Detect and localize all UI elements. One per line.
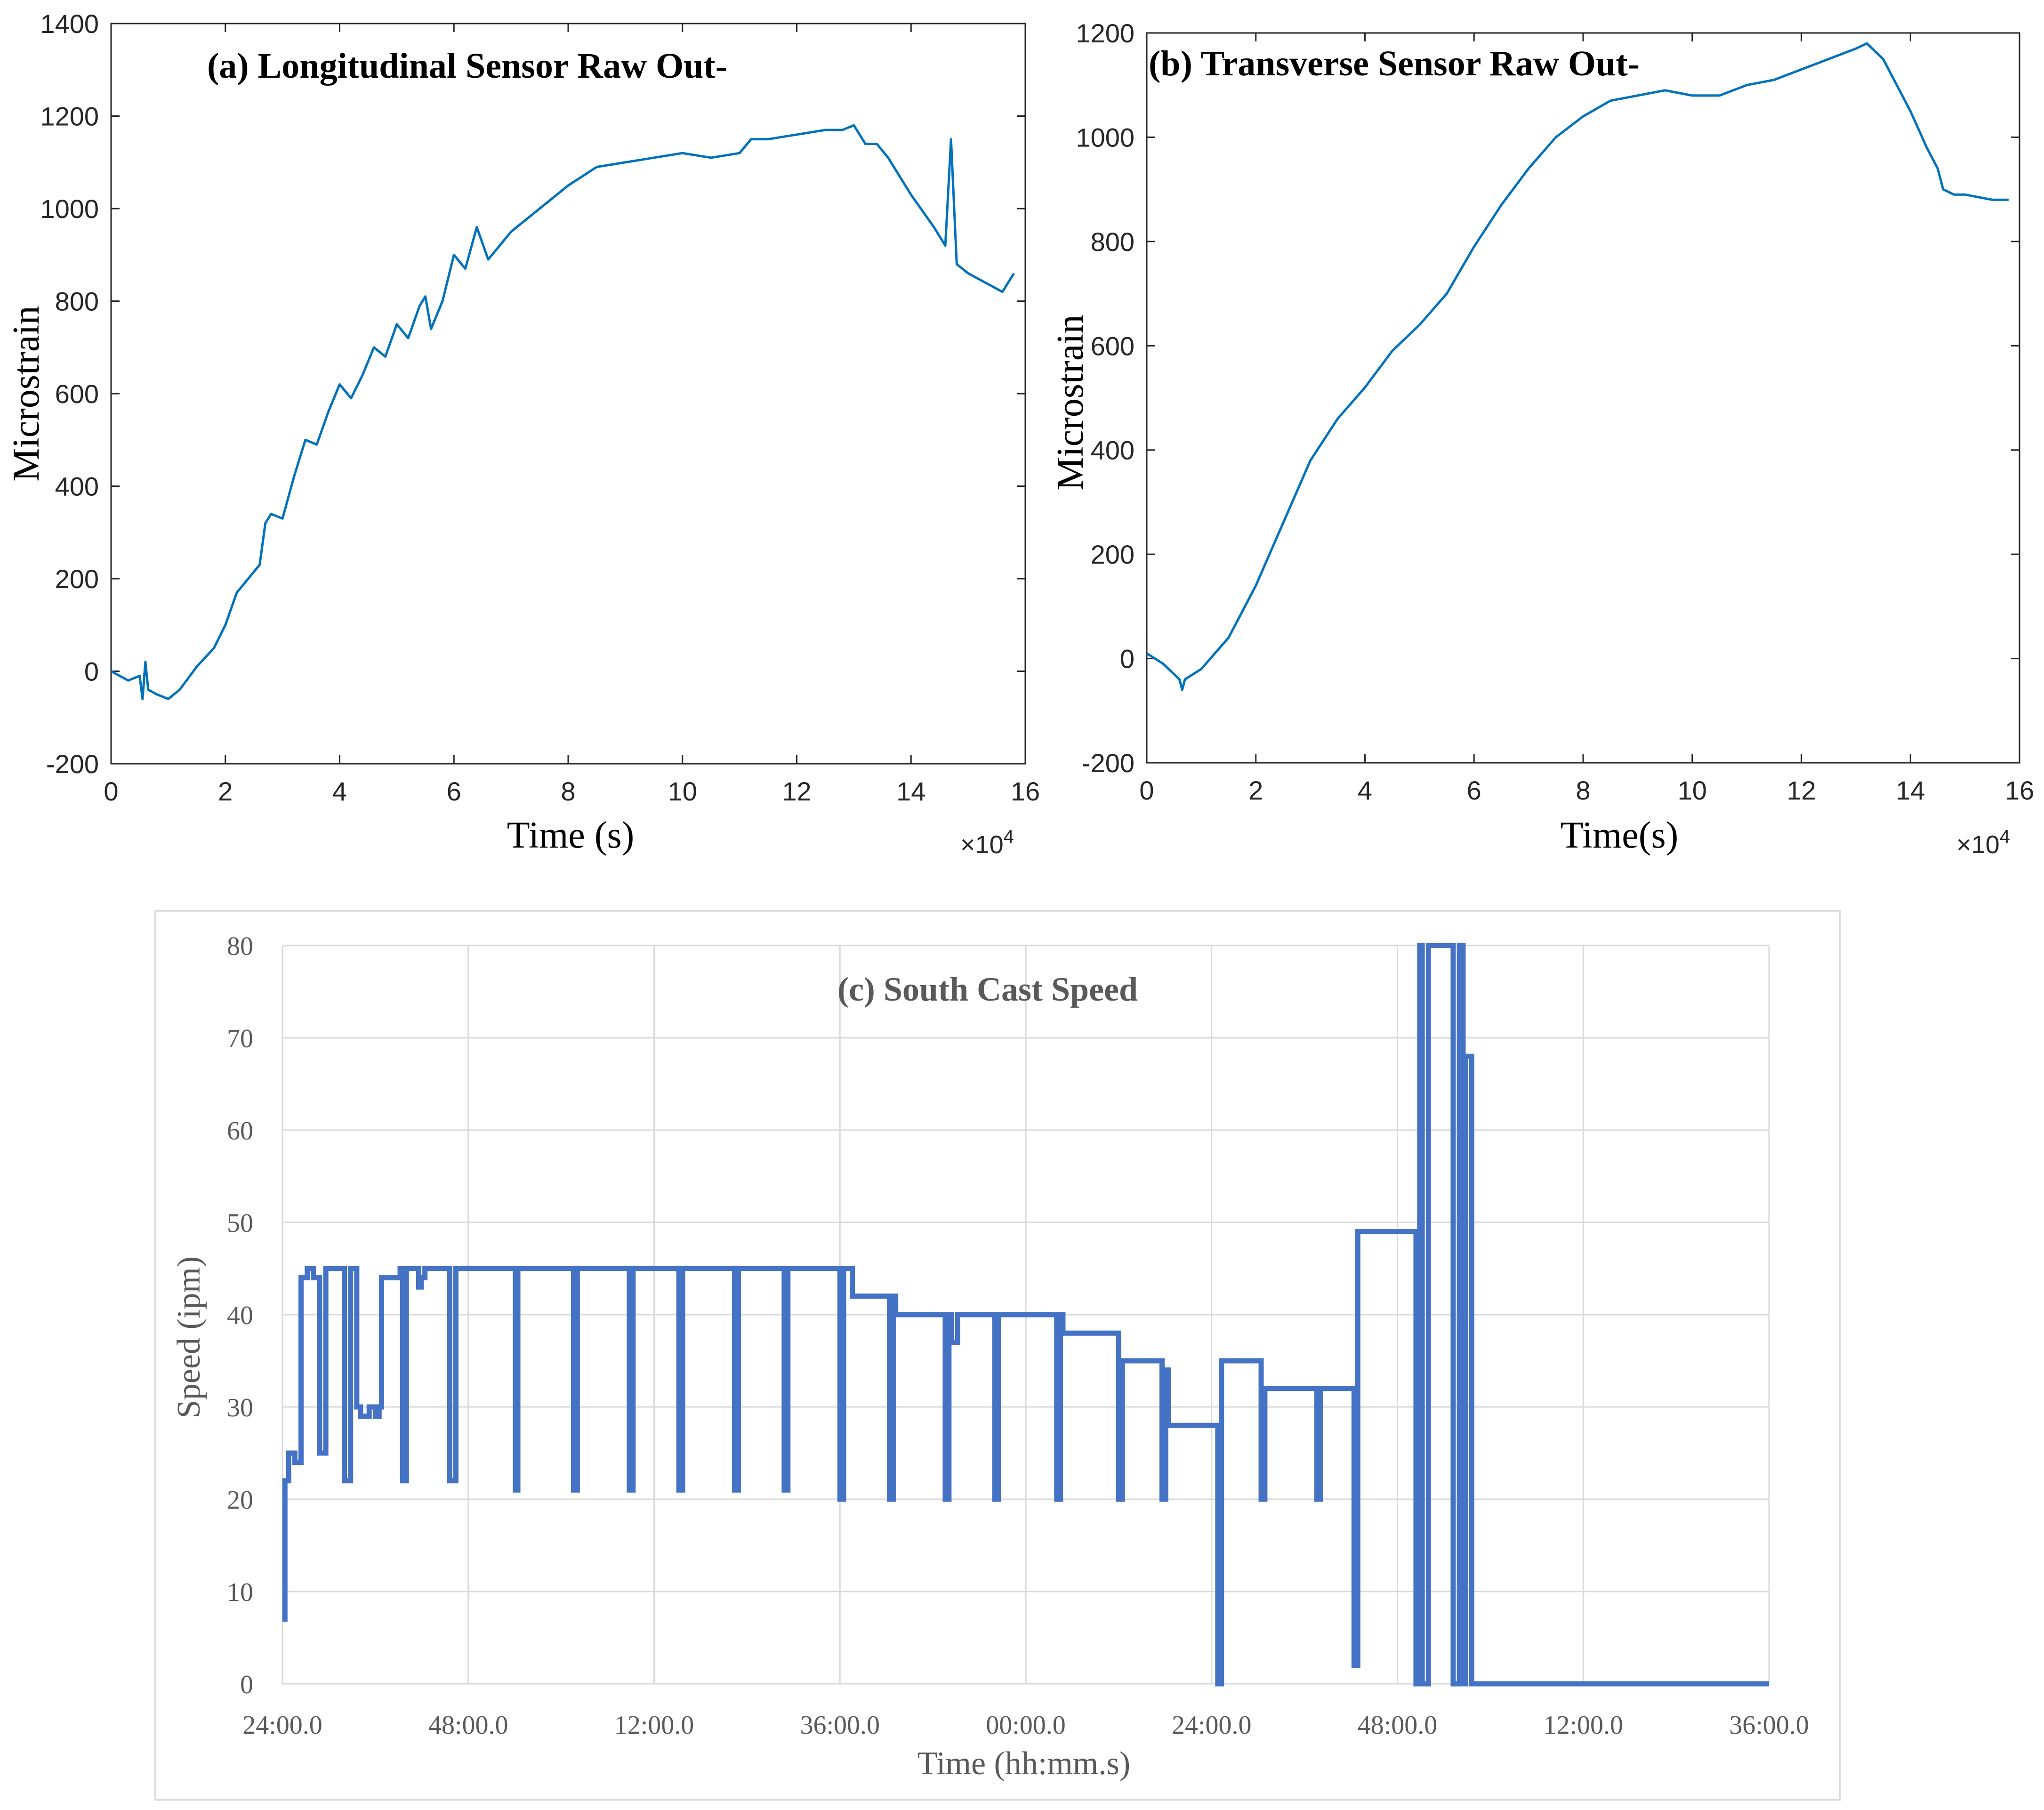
panel-c-xlabel: Time (hh:mm.s) xyxy=(917,1745,1130,1782)
panel-c-series-line xyxy=(282,943,1769,1687)
panel-b-x-multiplier-exp: 4 xyxy=(2000,826,2010,847)
panel-b-x-multiplier: ×104 xyxy=(1956,826,2010,859)
panel-b-ytick-label: 200 xyxy=(1091,540,1135,569)
panel-c-ytick-label: 10 xyxy=(227,1578,253,1607)
panel-c-ytick-label: 20 xyxy=(227,1486,253,1515)
panel-c-xtick-label: 36:00.0 xyxy=(800,1711,880,1740)
panel-c-ytick-label: 60 xyxy=(227,1116,253,1146)
panel-c-xtick-label: 24:00.0 xyxy=(242,1711,322,1740)
panel-a-x-multiplier: ×104 xyxy=(960,826,1014,859)
panel-b-series-line xyxy=(1146,42,2009,691)
panel-b-xlabel: Time(s) xyxy=(1561,815,1678,856)
panel-c-xtick-label: 00:00.0 xyxy=(986,1711,1066,1740)
panel-b-plot-area xyxy=(1146,32,2020,764)
panel-a-ylabel: Microstrain xyxy=(6,306,47,481)
panel-a-series-line xyxy=(110,124,1015,700)
panel-b-title: (b) Transverse Sensor Raw Out- xyxy=(1149,44,1640,83)
panel-c-ytick-label: 30 xyxy=(227,1393,253,1422)
panel-c-ytick-label: 0 xyxy=(240,1670,253,1699)
panel-b-ytick-label: 0 xyxy=(1120,644,1135,674)
panel-a-xtick-label: 0 xyxy=(104,776,118,806)
panel-a-ytick-label: 1400 xyxy=(40,9,99,39)
panel-c-title: (c) South Cast Speed xyxy=(837,970,1138,1008)
panel-b-ytick-label: 1000 xyxy=(1076,122,1135,152)
panel-a-xtick-label: 16 xyxy=(1011,776,1040,806)
panel-b-xtick-label: 0 xyxy=(1139,776,1154,805)
panel-b-x-multiplier-base: ×10 xyxy=(1956,831,2000,859)
panel-b-xtick-label: 14 xyxy=(1896,776,1925,805)
panel-b-ylabel: Microstrain xyxy=(1050,315,1091,490)
panel-c-ytick-label: 40 xyxy=(227,1301,253,1330)
panel-c-ylabel: Speed (ipm) xyxy=(171,1256,207,1418)
panel-a-xtick-label: 14 xyxy=(896,776,925,806)
panel-a-xtick-label: 6 xyxy=(447,776,461,806)
panel-c-ytick-label: 50 xyxy=(227,1209,253,1238)
panel-a-title: (a) Longitudinal Sensor Raw Out- xyxy=(207,46,727,86)
panel-a-xtick-label: 12 xyxy=(782,776,811,806)
panel-c-xtick-label: 12:00.0 xyxy=(614,1711,694,1740)
panel-c-grid: 0 10 20 30 40 50 60 70 80 24:00.0 48:00.0 12:00.0 36… xyxy=(227,932,1809,1740)
panel-a-ytick-label: 0 xyxy=(84,657,99,687)
panel-b-xtick-label: 12 xyxy=(1786,776,1816,805)
panel-c-cast-speed: 0 10 20 30 40 50 60 70 80 24:00.0 48:00.0 12:00.0 36… xyxy=(154,910,1841,1801)
panel-a-ytick-label: 400 xyxy=(55,472,99,501)
panel-c-ytick-label: 80 xyxy=(227,932,253,961)
panel-a-ytick-label: 200 xyxy=(55,564,99,594)
panel-a-xtick-label: 2 xyxy=(218,776,233,806)
panel-c-xtick-label: 36:00.0 xyxy=(1729,1711,1809,1740)
panel-b-xtick-label: 8 xyxy=(1576,776,1590,805)
panel-b-xtick-label: 4 xyxy=(1358,776,1372,805)
panel-c-ytick-label: 70 xyxy=(227,1024,253,1053)
panel-a-plot-area xyxy=(110,23,1026,765)
panel-a-ytick-label: 1200 xyxy=(40,102,99,131)
panel-b-ytick-label: 600 xyxy=(1091,331,1135,361)
panel-a-ytick-label: 600 xyxy=(55,379,99,409)
panel-c-xtick-label: 12:00.0 xyxy=(1543,1711,1623,1740)
panel-a-ytick-label: 800 xyxy=(55,287,99,316)
panel-b-ytick-label: -200 xyxy=(1082,748,1135,778)
panel-b-ytick-label: 400 xyxy=(1091,436,1135,465)
panel-b-xtick-label: 10 xyxy=(1678,776,1707,805)
panel-a-xtick-label: 8 xyxy=(561,776,575,806)
panel-c-xtick-label: 48:00.0 xyxy=(428,1711,508,1740)
panel-a-ytick-label: 1000 xyxy=(40,194,99,224)
panel-b-ytick-label: 800 xyxy=(1091,227,1135,257)
panel-a-x-multiplier-exp: 4 xyxy=(1004,826,1014,847)
panel-a-xtick-label: 10 xyxy=(668,776,697,806)
panel-a-x-multiplier-base: ×10 xyxy=(960,831,1004,859)
panel-a-xtick-label: 4 xyxy=(332,776,347,806)
panel-a-xlabel: Time (s) xyxy=(507,815,634,856)
panel-c-xtick-label: 48:00.0 xyxy=(1358,1711,1438,1740)
panel-a-ytick-label: -200 xyxy=(46,749,99,779)
panel-b-xtick-label: 2 xyxy=(1248,776,1263,805)
panel-b-ytick-label: 1200 xyxy=(1076,18,1135,48)
panel-c-xtick-label: 24:00.0 xyxy=(1172,1711,1252,1740)
panel-b-xtick-label: 6 xyxy=(1467,776,1481,805)
panel-b-xtick-label: 16 xyxy=(2005,776,2034,805)
